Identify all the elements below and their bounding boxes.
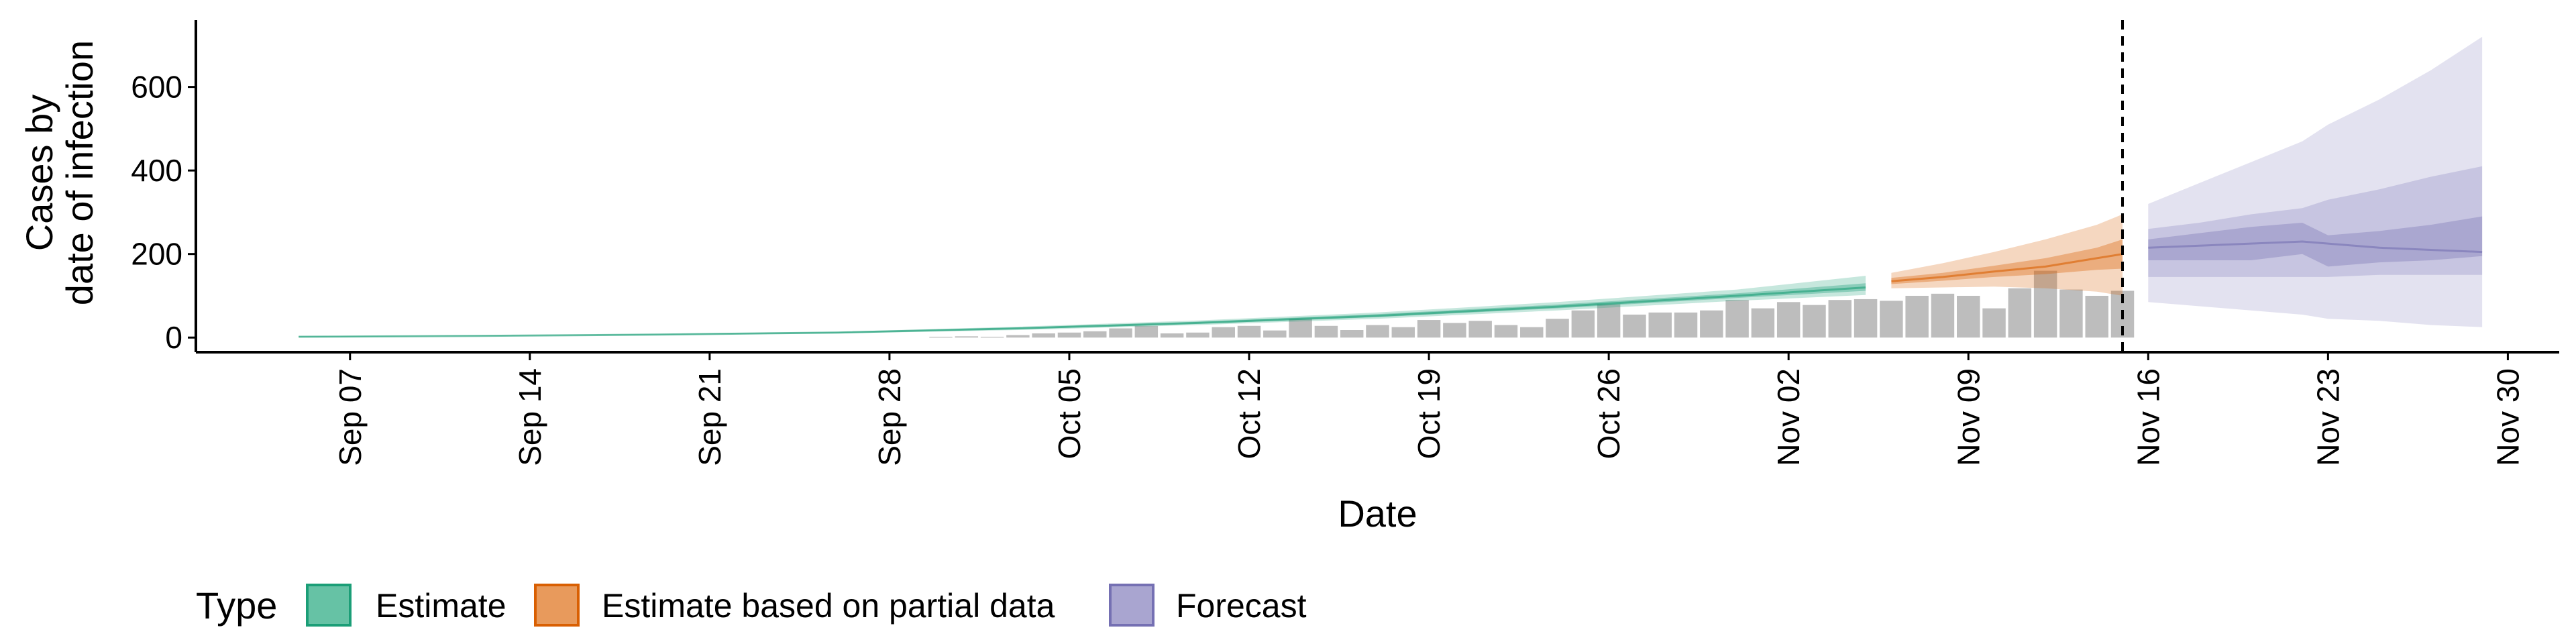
y-tick-label: 600 bbox=[131, 70, 182, 105]
case-bar bbox=[1289, 319, 1312, 338]
x-axis-title: Date bbox=[1338, 492, 1417, 535]
case-bar bbox=[1212, 327, 1235, 338]
case-bar bbox=[1109, 328, 1132, 338]
legend-label: Forecast bbox=[1176, 587, 1307, 625]
case-bar bbox=[1134, 325, 1159, 338]
case-bar bbox=[1982, 308, 2006, 338]
case-bar bbox=[1160, 333, 1184, 338]
case-bar bbox=[1391, 327, 1415, 338]
x-tick-label: Sep 07 bbox=[333, 368, 368, 466]
legend-key bbox=[306, 584, 352, 627]
legend-label: Estimate bbox=[376, 587, 506, 625]
y-axis-title-text: Cases bydate of infection bbox=[18, 40, 101, 305]
y-tick-label: 400 bbox=[131, 153, 182, 188]
case-bar bbox=[955, 336, 979, 338]
case-bar bbox=[1623, 314, 1646, 338]
case-bar bbox=[1571, 310, 1595, 338]
ribbon-widest bbox=[2148, 36, 2483, 327]
case-bar bbox=[1006, 335, 1030, 338]
case-bar bbox=[1828, 300, 1852, 338]
case-bar bbox=[1057, 332, 1081, 338]
ribbon-inner bbox=[1891, 239, 2123, 284]
median-line bbox=[1891, 253, 2123, 282]
x-tick-label: Oct 26 bbox=[1591, 368, 1626, 460]
case-bar bbox=[1700, 310, 1723, 338]
case-bar bbox=[1880, 301, 1903, 338]
legend: Type Estimate Estimate based on partial da… bbox=[196, 584, 1307, 627]
case-bar bbox=[1803, 305, 1826, 338]
case-bar bbox=[1468, 321, 1492, 338]
case-bar bbox=[1597, 304, 1621, 338]
x-tick-label: Nov 16 bbox=[2131, 368, 2165, 466]
case-bar bbox=[1366, 325, 1389, 338]
case-bar bbox=[1776, 302, 1801, 338]
case-bars bbox=[929, 270, 2135, 338]
x-tick-label: Oct 19 bbox=[1411, 368, 1446, 460]
x-tick-label: Sep 28 bbox=[872, 368, 907, 466]
x-tick-label: Oct 12 bbox=[1232, 368, 1267, 460]
axes: 0 200 400 600 Sep 07 Sep 14 Sep 21 Sep 28 Oct 05… bbox=[131, 20, 2559, 466]
case-bar bbox=[1674, 312, 1698, 338]
case-bar bbox=[1957, 295, 1980, 338]
case-bar bbox=[1417, 320, 1441, 338]
x-tick-label: Sep 14 bbox=[513, 368, 547, 466]
y-tick-label: 0 bbox=[165, 320, 182, 355]
case-bar bbox=[1725, 300, 1749, 338]
case-bar bbox=[1905, 295, 1929, 338]
legend-label: Estimate based on partial data bbox=[602, 587, 1055, 625]
median-line bbox=[299, 286, 1866, 338]
case-bar bbox=[1751, 308, 1775, 338]
x-tick-label: Nov 02 bbox=[1771, 368, 1806, 466]
x-tick-label: Oct 05 bbox=[1052, 368, 1087, 460]
x-tick-label: Sep 21 bbox=[692, 368, 727, 466]
case-bar bbox=[1083, 331, 1107, 338]
legend-key bbox=[534, 584, 580, 627]
case-bar bbox=[1854, 299, 1878, 338]
y-axis-title-line: Cases by bbox=[18, 95, 60, 251]
legend-key bbox=[1109, 584, 1155, 627]
case-bar bbox=[2033, 270, 2057, 338]
case-bar bbox=[1237, 325, 1261, 338]
median-line bbox=[2148, 240, 2483, 254]
case-bar bbox=[1494, 325, 1518, 338]
case-bar bbox=[1263, 330, 1287, 338]
ribbon-inner bbox=[2148, 216, 2483, 267]
x-tick-label: Nov 23 bbox=[2310, 368, 2345, 466]
case-bar bbox=[1340, 330, 1364, 338]
y-axis-title-line: date of infection bbox=[58, 40, 101, 305]
case-bar bbox=[2059, 289, 2083, 338]
ribbons bbox=[299, 36, 2483, 338]
y-tick-label: 200 bbox=[131, 237, 182, 272]
case-bar bbox=[1186, 332, 1210, 338]
case-bar bbox=[1931, 293, 1955, 338]
case-bar bbox=[2085, 295, 2108, 338]
case-bar bbox=[1546, 319, 1569, 338]
case-bar bbox=[2008, 288, 2032, 338]
case-bar bbox=[1443, 323, 1466, 338]
x-tick-label: Nov 09 bbox=[1951, 368, 1986, 466]
case-bar bbox=[1648, 312, 1672, 338]
case-bar bbox=[1314, 325, 1338, 338]
x-tick-label: Nov 30 bbox=[2490, 368, 2525, 466]
case-bar bbox=[1520, 327, 1544, 338]
case-bar bbox=[1032, 333, 1055, 338]
y-axis-title: Cases bydate of infection bbox=[18, 40, 101, 305]
legend-title: Type bbox=[196, 584, 277, 627]
